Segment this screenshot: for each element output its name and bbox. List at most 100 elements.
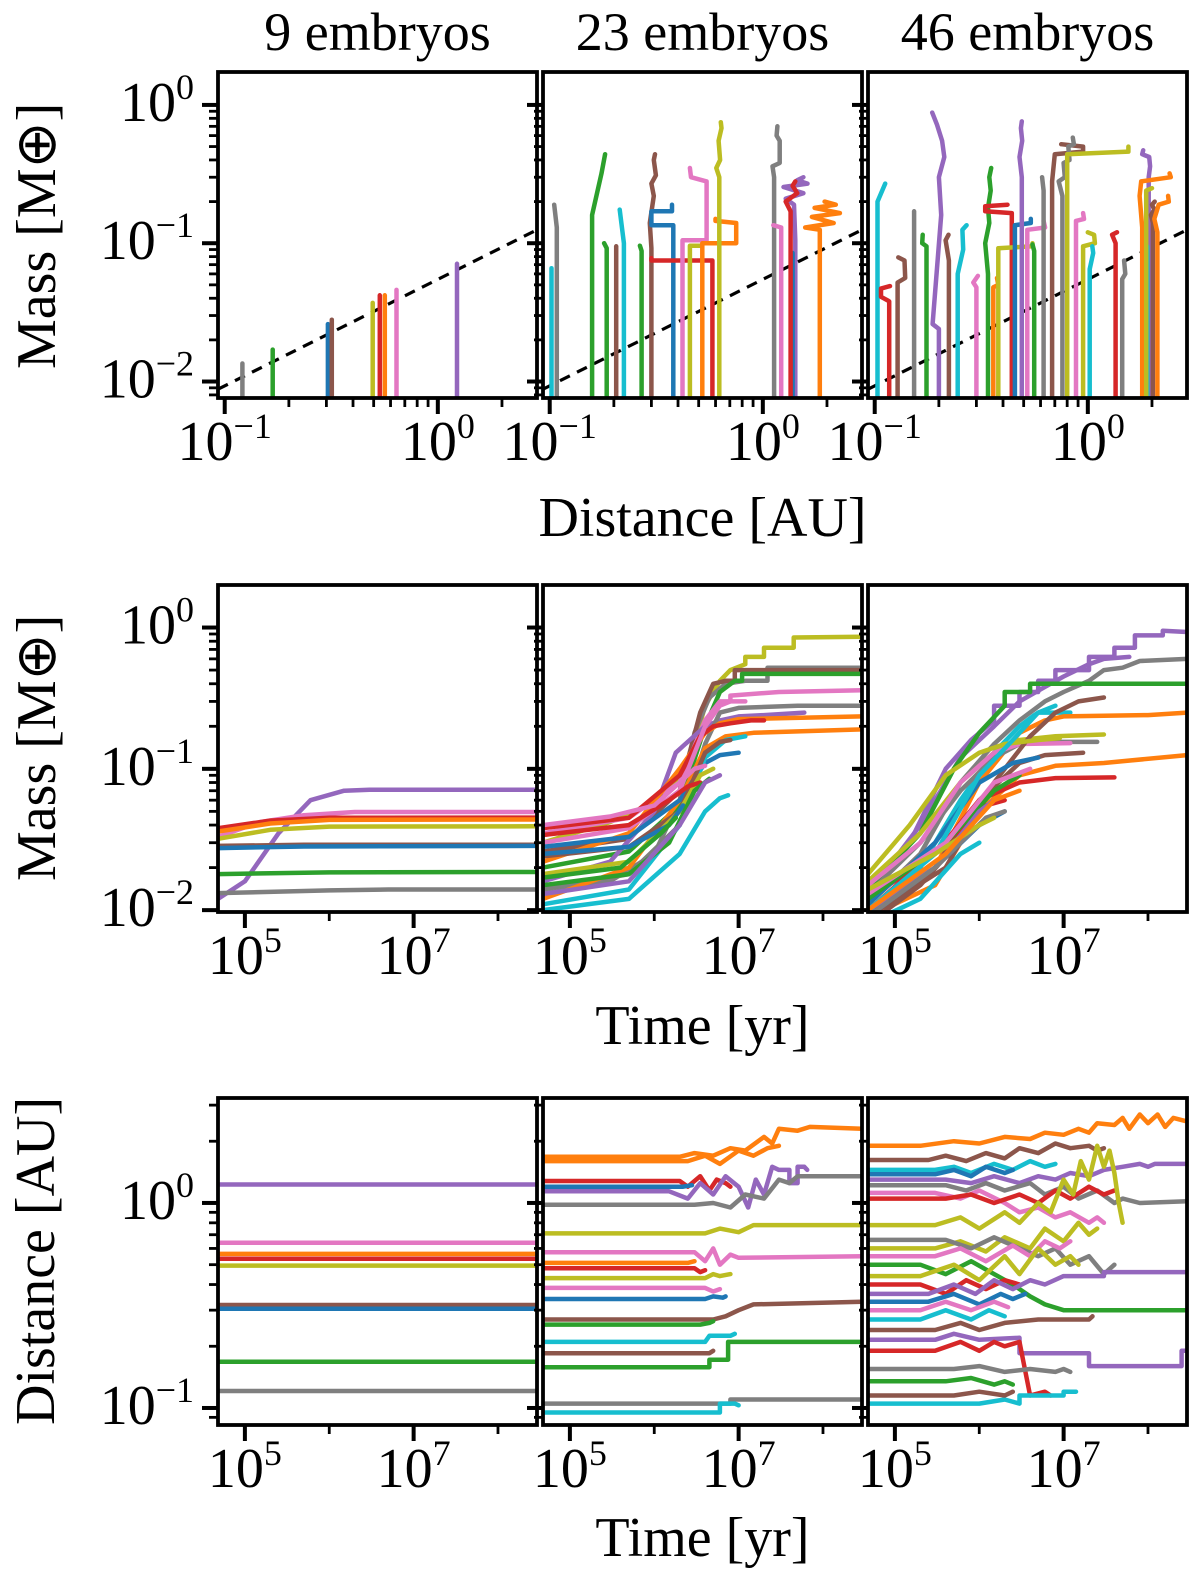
tick-label: 107 [1027,920,1101,987]
embryo-track-gray [551,202,560,399]
embryo-track-olive [542,1222,863,1236]
embryo-track-cyan [867,703,1058,913]
embryo-track-pink [680,165,709,399]
xlabel-time-distance: Time [yr] [595,1507,810,1569]
embryo-track-blue [542,1294,728,1302]
panel-spines [541,70,864,400]
embryo-track-orange [802,199,843,399]
embryo-track-pink [867,740,1073,888]
embryo-track-gray [542,1397,863,1406]
panel-title-46-embryos: 46 embryos [900,2,1155,62]
embryo-track-orange [1152,193,1172,399]
embryo-track-red [878,283,893,399]
embryo-track-green [867,681,1188,892]
embryo-track-orange [542,1124,863,1160]
axis-ticks [852,1103,1150,1441]
panel-spines [866,70,1189,400]
embryo-track-orange [542,1258,697,1266]
tick-label: 100 [120,1165,194,1232]
embryo-track-gray [1056,135,1077,399]
embryo-track-cyan [542,793,731,913]
tick-label: 100 [726,406,800,473]
embryo-track-cyan [867,1389,1079,1406]
tick-label: 107 [377,1433,451,1500]
embryo-track-olive [867,1246,1081,1283]
tick-label: 10−1 [100,205,194,272]
panel-distance-vs-time-0: 105 107 100 10−1 [100,1096,539,1500]
panel-distance-vs-time-2: 105 107 [852,1096,1189,1500]
embryo-track-red [783,179,800,399]
panel-spines [541,583,864,914]
embryo-track-blue [867,1291,1028,1307]
axis-ticks [202,102,504,414]
embryo-track-olive [867,735,1063,877]
tick-label: 105 [533,1433,607,1500]
embryo-track-purple [1139,148,1153,399]
tick-label: 100 [401,406,475,473]
embryo-track-cyan [875,181,888,399]
panel-spines [541,1096,864,1427]
tick-label: 100 [120,590,194,657]
embryo-track-purple [542,773,723,897]
embryo-track-pink [971,273,981,399]
embryo-track-gray [869,809,1007,913]
embryo-track-olive [1143,185,1155,399]
panel-mass-vs-distance-2: 10−1 100 [828,70,1189,473]
axis-ticks [852,102,1154,414]
embryo-track-blue [542,1182,695,1189]
tick-label: 105 [533,920,607,987]
embryo-track-orange [1137,171,1174,399]
embryo-track-green [589,151,608,399]
embryo-track-red [542,780,703,838]
embryo-track-brown [867,1141,1107,1164]
embryo-track-pink [867,1299,1011,1313]
embryo-track-red [542,1173,733,1193]
tick-label: 10−1 [178,406,272,473]
tick-label: 10−1 [100,1370,194,1437]
embryo-track-purple [781,174,810,399]
embryo-track-orange [542,727,863,902]
tick-label: 107 [702,920,776,987]
tick-label: 10−1 [100,731,194,798]
embryo-track-purple [217,787,538,902]
embryo-track-pink [1073,210,1087,399]
embryo-track-brown [542,1348,716,1356]
embryo-track-olive [217,824,538,842]
panel-mass-vs-time-0: 105 107 100 10−1 10−2 [100,583,539,987]
embryo-track-purple [867,1161,1188,1186]
panel-mass-vs-time-2: 105 107 [852,583,1189,987]
embryo-track-olive [542,1271,733,1281]
embryo-track-gray [1039,174,1046,399]
embryo-track-olive [687,243,705,399]
panel-spines [866,1096,1189,1427]
embryo-track-gray [1119,258,1128,399]
tick-label: 10−1 [503,406,597,473]
embryo-track-brown [1148,199,1157,399]
panel-mass-vs-time-1: 105 107 [527,583,864,987]
embryo-track-brown [542,1299,863,1322]
embryo-track-cyan [955,222,969,399]
embryo-track-cyan [542,1401,741,1415]
embryo-track-green [542,776,712,888]
axis-ticks [527,1103,825,1441]
embryo-track-brown [647,151,659,399]
embryo-track-green [919,232,929,399]
axis-ticks [527,625,825,928]
embryo-track-green [1030,242,1037,399]
embryo-track-green [601,240,609,399]
embryo-track-olive [1064,144,1131,399]
tick-label: 10−1 [828,406,922,473]
tick-label: 10−2 [100,872,194,939]
embryo-track-cyan [542,1331,738,1345]
embryo-track-green [542,1318,716,1327]
embryo-track-gray [867,1235,1117,1277]
embryo-track-blue [649,202,676,399]
embryo-track-green [867,1375,1016,1387]
axis-ticks [202,625,500,928]
panel-spines [216,70,539,400]
embryo-track-red [982,202,1015,399]
axis-ticks [527,102,829,414]
embryo-track-purple [867,1331,1188,1369]
panel-title-23-embryos: 23 embryos [575,2,830,62]
